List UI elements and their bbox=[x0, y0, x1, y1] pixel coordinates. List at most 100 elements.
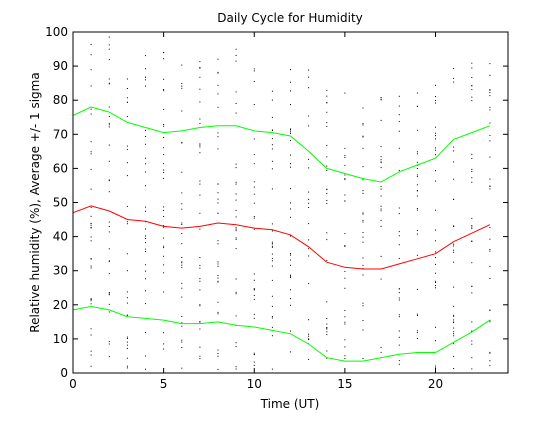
observation-dot bbox=[90, 258, 92, 260]
observation-dot bbox=[326, 350, 328, 352]
observation-dot bbox=[163, 247, 165, 249]
observation-dot bbox=[398, 299, 400, 301]
observation-dot bbox=[344, 200, 346, 202]
observation-dot bbox=[489, 89, 491, 91]
observation-dot bbox=[145, 85, 146, 87]
observation-dot bbox=[199, 76, 201, 78]
observation-dot bbox=[126, 338, 128, 339]
observation-dot bbox=[326, 323, 328, 325]
observation-dot bbox=[416, 151, 418, 153]
observation-dot bbox=[145, 206, 146, 208]
observation-dot bbox=[145, 278, 146, 280]
observation-dot bbox=[489, 321, 491, 323]
observation-dot bbox=[90, 258, 92, 259]
observation-dot bbox=[235, 238, 237, 240]
observation-dot bbox=[326, 232, 328, 234]
observation-dot bbox=[471, 340, 473, 342]
observation-dot bbox=[471, 168, 473, 170]
observation-dot bbox=[308, 248, 310, 250]
observation-dot bbox=[271, 317, 273, 319]
observation-dot bbox=[108, 341, 110, 343]
observation-dot bbox=[471, 343, 473, 345]
observation-dot bbox=[290, 166, 291, 168]
observation-dot bbox=[108, 179, 110, 181]
observation-dot bbox=[344, 147, 346, 149]
observation-dot bbox=[344, 156, 346, 158]
observation-dot bbox=[308, 198, 310, 200]
observation-dot bbox=[181, 266, 183, 268]
observation-dot bbox=[453, 225, 455, 227]
observation-dot bbox=[290, 90, 291, 92]
observation-dot bbox=[108, 273, 110, 275]
observation-dot bbox=[181, 224, 183, 225]
observation-dot bbox=[380, 351, 382, 353]
observation-dot bbox=[108, 116, 110, 117]
observation-dot bbox=[145, 171, 146, 173]
observation-dot bbox=[362, 357, 364, 359]
observation-dot bbox=[435, 229, 436, 231]
observation-dot bbox=[271, 265, 273, 267]
observation-dot bbox=[453, 261, 455, 263]
observation-dot bbox=[90, 265, 92, 267]
observation-dot bbox=[362, 302, 364, 304]
observation-dot bbox=[163, 216, 165, 217]
observation-dot bbox=[326, 357, 328, 359]
x-tick-label: 5 bbox=[160, 377, 168, 391]
observation-dot bbox=[145, 248, 146, 250]
observation-dot bbox=[199, 328, 201, 330]
observation-dot bbox=[435, 285, 436, 287]
observation-dot bbox=[290, 129, 291, 131]
observation-dot bbox=[253, 313, 255, 315]
observation-dot bbox=[398, 292, 400, 294]
observation-dot bbox=[380, 346, 382, 348]
observation-dot bbox=[489, 238, 491, 240]
observation-dot bbox=[416, 195, 418, 197]
observation-dot bbox=[435, 132, 436, 134]
observation-dot bbox=[199, 257, 201, 258]
observation-dot bbox=[108, 82, 110, 84]
observation-dot bbox=[398, 244, 400, 246]
observation-dot bbox=[108, 83, 110, 85]
observation-dot bbox=[217, 281, 219, 283]
observation-dot bbox=[398, 360, 400, 362]
observation-dot bbox=[453, 314, 455, 316]
observation-dot bbox=[489, 365, 491, 367]
observation-dot bbox=[362, 212, 364, 214]
observation-dot bbox=[90, 85, 92, 87]
observation-dot bbox=[489, 74, 491, 76]
observation-dot bbox=[163, 272, 165, 274]
observation-dot bbox=[489, 186, 491, 187]
observation-dot bbox=[108, 248, 110, 250]
observation-dot bbox=[163, 245, 165, 247]
observation-dot bbox=[253, 317, 255, 319]
observation-dot bbox=[380, 167, 382, 169]
observation-dot bbox=[416, 168, 418, 169]
observation-dot bbox=[489, 360, 491, 362]
observation-dot bbox=[235, 103, 237, 104]
observation-dot bbox=[217, 240, 219, 242]
observation-dot bbox=[163, 226, 165, 228]
observation-dot bbox=[271, 90, 273, 92]
observation-dot bbox=[398, 231, 400, 233]
observation-dot bbox=[163, 206, 165, 208]
observation-dot bbox=[471, 225, 473, 227]
observation-dot bbox=[235, 163, 237, 165]
observation-dot bbox=[362, 124, 364, 126]
observation-dot bbox=[471, 292, 473, 294]
observation-dot bbox=[453, 321, 455, 323]
observation-dot bbox=[199, 264, 201, 266]
observation-dot bbox=[489, 95, 491, 97]
observation-dot bbox=[398, 114, 400, 116]
observation-dot bbox=[308, 87, 310, 89]
observation-dot bbox=[271, 130, 273, 131]
observation-dot bbox=[416, 92, 418, 94]
observation-dot bbox=[181, 64, 183, 66]
observation-dot bbox=[453, 150, 455, 152]
observation-dot bbox=[199, 67, 201, 69]
observation-dot bbox=[326, 122, 328, 124]
observation-dot bbox=[108, 311, 110, 313]
observation-dot bbox=[344, 321, 346, 323]
observation-dot bbox=[199, 304, 201, 306]
observation-dot bbox=[271, 316, 273, 317]
lower-sigma-line bbox=[72, 305, 491, 362]
